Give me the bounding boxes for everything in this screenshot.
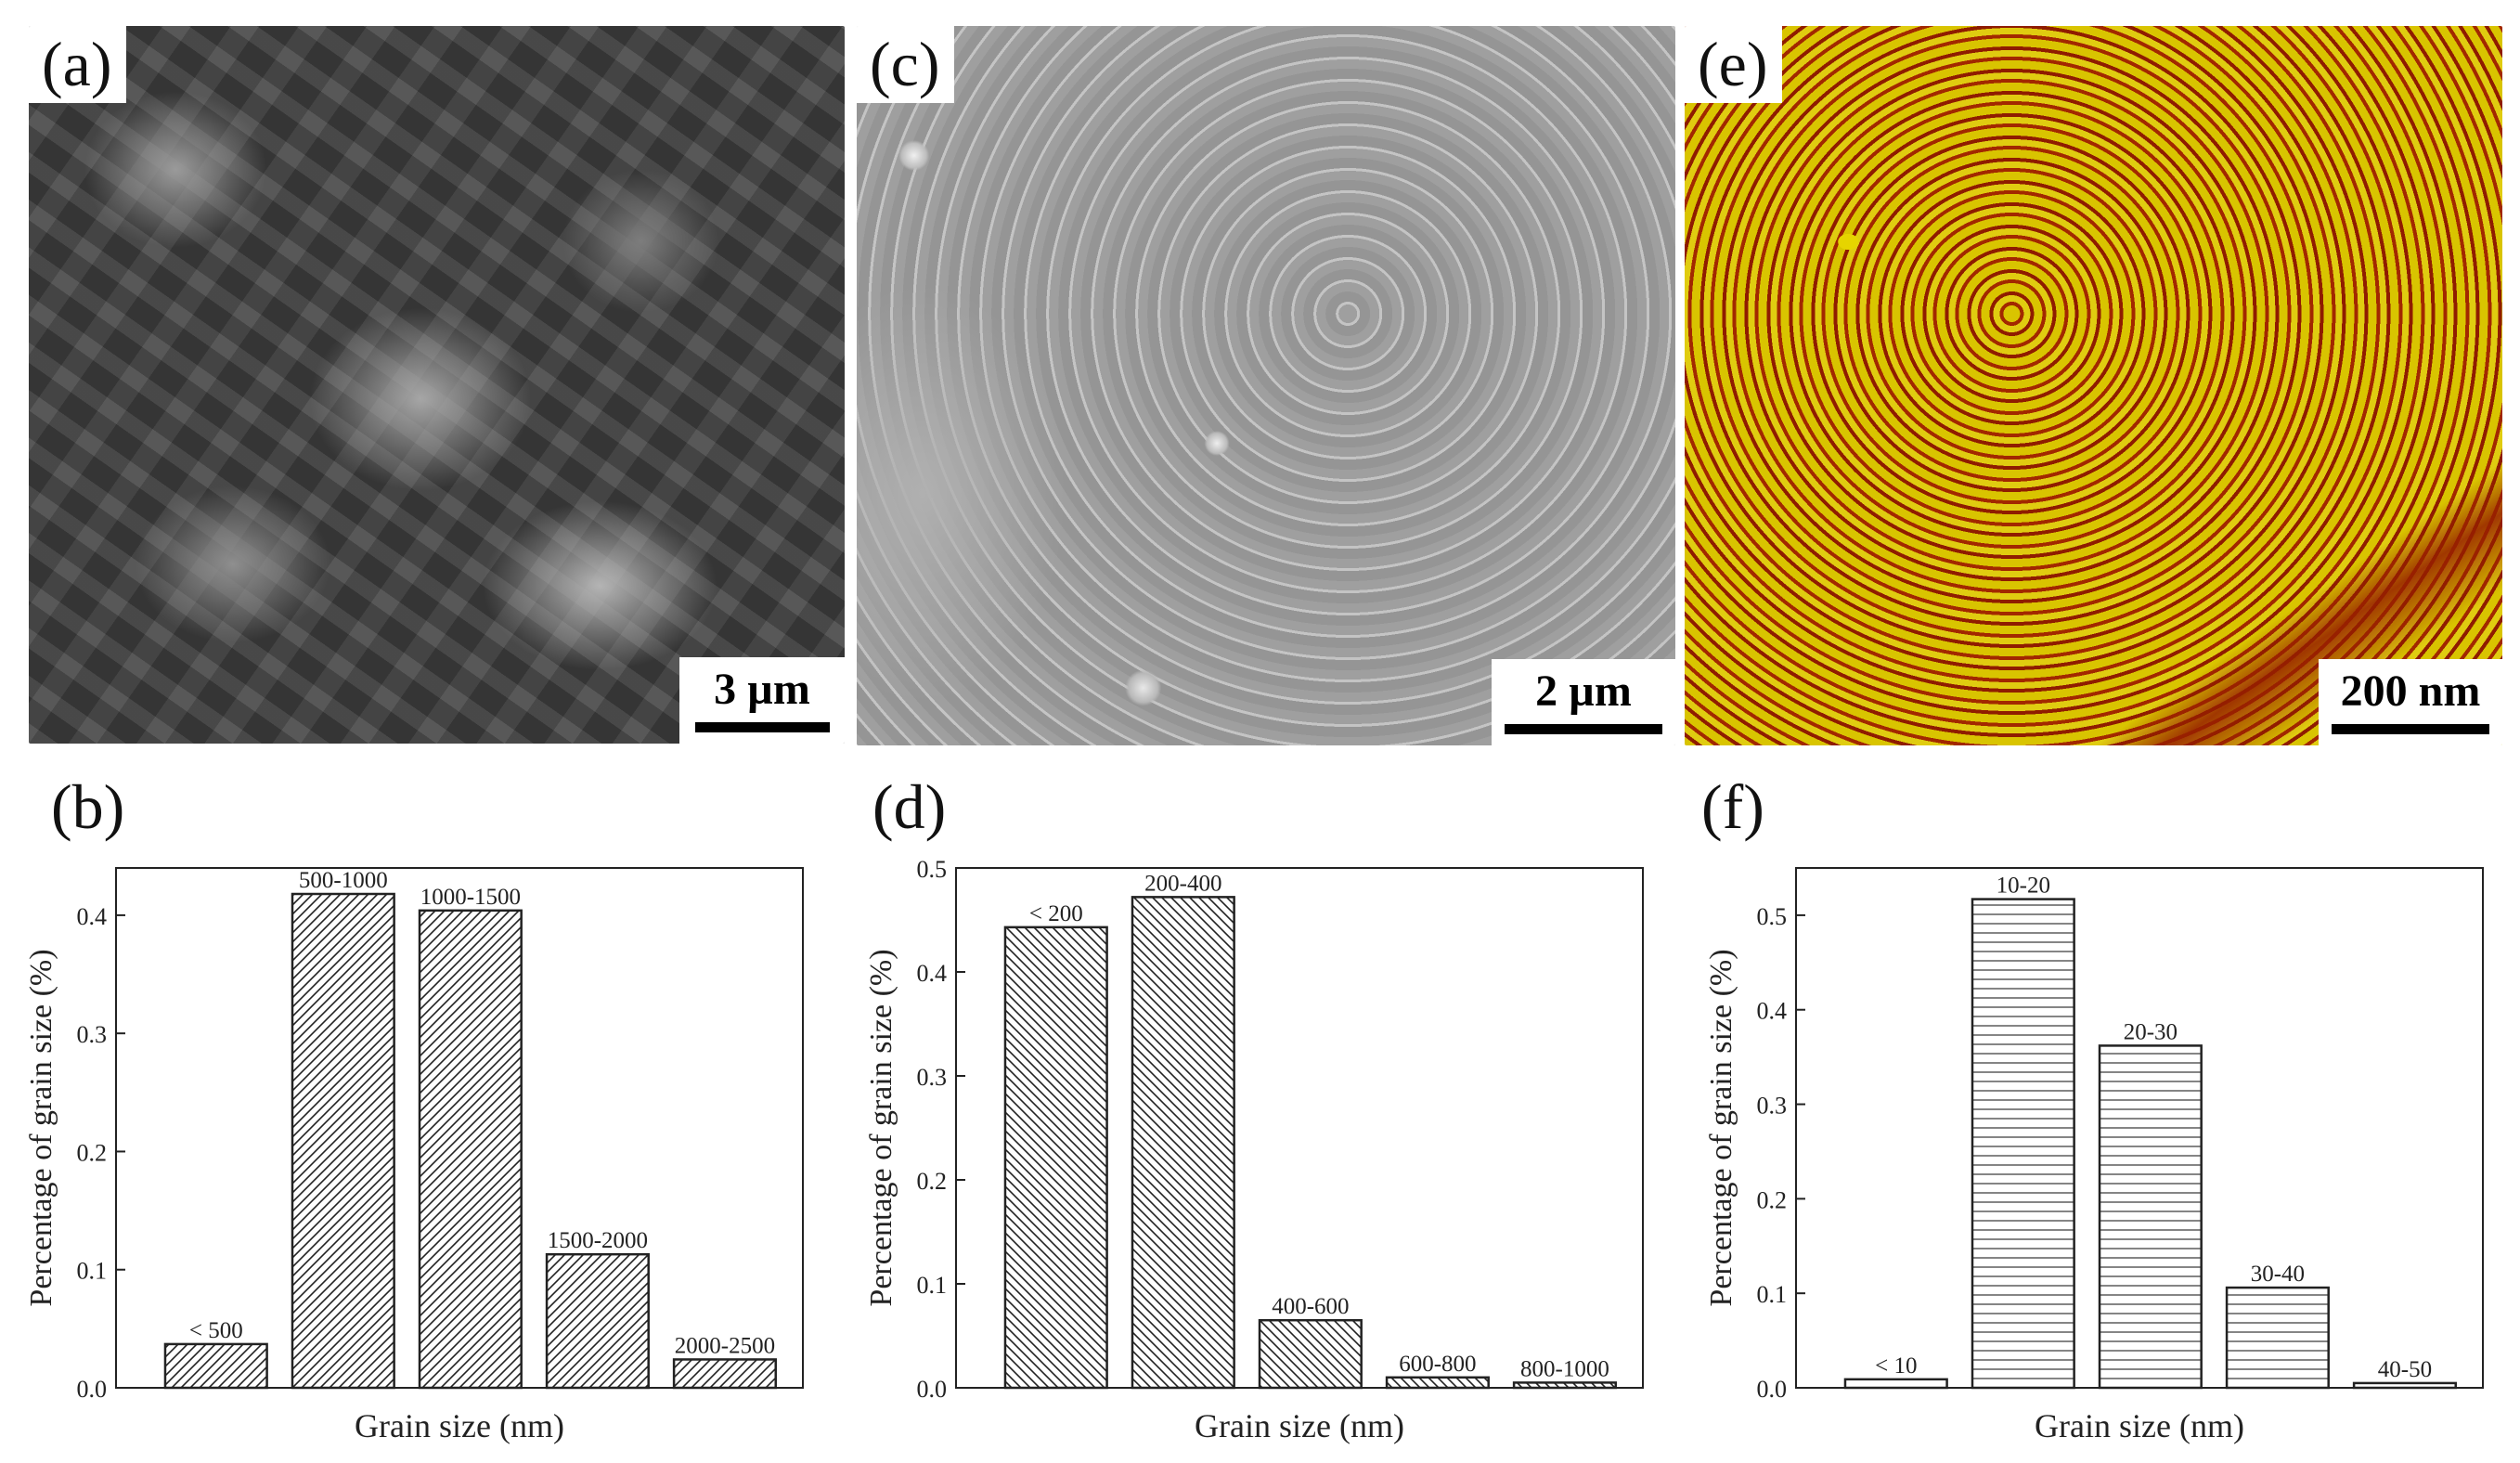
bar — [291, 892, 395, 1390]
bar-label: 200-400 — [1144, 871, 1221, 896]
bar-label: 30-40 — [2251, 1262, 2305, 1287]
y-tick-label: 0.3 — [917, 1064, 948, 1091]
x-axis-label: Grain size (nm) — [2035, 1407, 2244, 1444]
sem-image-a: (a) 3 µm — [29, 26, 845, 744]
bar — [418, 909, 523, 1390]
bar-label: 600-800 — [1399, 1352, 1476, 1377]
y-tick-label: 0.4 — [917, 960, 948, 987]
bar-label: 500-1000 — [299, 868, 388, 893]
bar-label: < 500 — [189, 1318, 243, 1343]
bar — [163, 1342, 268, 1390]
y-tick-label: 0.0 — [77, 1376, 108, 1403]
y-tick-label: 0.1 — [917, 1272, 948, 1299]
x-axis-label: Grain size (nm) — [355, 1407, 564, 1444]
x-axis-label: Grain size (nm) — [1195, 1407, 1404, 1444]
y-tick-label: 0.3 — [77, 1021, 108, 1048]
scale-bar-e: 200 nm — [2319, 658, 2502, 745]
scale-bar-a: 3 µm — [679, 656, 845, 744]
scale-text-c: 2 µm — [1535, 666, 1632, 716]
bar — [2352, 1381, 2457, 1390]
bar — [1971, 898, 2075, 1390]
panel-label-a: (a) — [29, 26, 127, 104]
sem-image-c: (c) 2 µm — [857, 26, 1675, 745]
y-tick-label: 0.4 — [1757, 998, 1788, 1025]
afm-image-e: (e) 200 nm — [1685, 26, 2502, 745]
histogram-d: 0.0 0.1 0.2 0.3 0.4 0.5 < 200 200-400 400-600 600… — [864, 856, 1644, 1444]
scale-text-e: 200 nm — [2340, 666, 2481, 716]
y-tick-label: 0.2 — [1757, 1186, 1788, 1213]
bar — [1003, 926, 1108, 1390]
y-tick-label: 0.1 — [1757, 1281, 1788, 1308]
panel-label-c: (c) — [857, 26, 955, 104]
y-tick-label: 0.2 — [917, 1168, 948, 1195]
y-axis-label: Percentage of grain size (%) — [1704, 949, 1738, 1306]
bar-label: < 200 — [1029, 901, 1083, 926]
bar-label: 800-1000 — [1520, 1356, 1609, 1381]
bar-label: 40-50 — [2378, 1357, 2432, 1382]
y-tick-label: 0.0 — [917, 1376, 948, 1403]
y-tick-label: 0.3 — [1757, 1093, 1788, 1120]
bar-label: 2000-2500 — [675, 1333, 775, 1358]
panel-label-e: (e) — [1685, 26, 1783, 104]
bar — [2225, 1286, 2330, 1390]
bar — [1385, 1376, 1490, 1390]
histogram-f: 0.0 0.1 0.2 0.3 0.4 0.5 < 10 10-20 20-30 30-40 40-… — [1704, 867, 2484, 1444]
bar-label: < 10 — [1875, 1353, 1917, 1379]
y-tick-label: 0.2 — [77, 1139, 108, 1166]
panel-label-d: (d) — [872, 771, 947, 842]
scale-line-c — [1505, 724, 1662, 734]
bar — [1131, 896, 1235, 1390]
panel-label-b: (b) — [51, 771, 125, 842]
bar-label: 1000-1500 — [420, 885, 521, 910]
y-tick-label: 0.5 — [1757, 903, 1788, 930]
bar-label: 10-20 — [1997, 874, 2050, 899]
y-tick-label: 0.1 — [77, 1258, 108, 1285]
bar — [1843, 1378, 1948, 1390]
bar-label: 20-30 — [2124, 1019, 2178, 1044]
bar — [1258, 1318, 1363, 1390]
bar — [2098, 1044, 2203, 1390]
bar-label: 1500-2000 — [548, 1228, 648, 1253]
bar — [672, 1358, 777, 1390]
scale-line-e — [2332, 724, 2489, 734]
y-tick-label: 0.0 — [1757, 1376, 1788, 1403]
bar-label: 400-600 — [1272, 1294, 1349, 1319]
bar — [545, 1252, 650, 1390]
scale-bar-c: 2 µm — [1492, 658, 1675, 745]
panel-label-f: (f) — [1701, 771, 1764, 842]
scale-line-a — [694, 722, 830, 732]
y-tick-label: 0.4 — [77, 903, 108, 930]
y-axis-label: Percentage of grain size (%) — [24, 949, 58, 1306]
y-tick-label: 0.5 — [917, 856, 948, 883]
scale-text-a: 3 µm — [714, 664, 810, 714]
histogram-b: 0.0 0.1 0.2 0.3 0.4 < 500 500-1000 1000-1500 150… — [24, 867, 804, 1444]
bar — [1512, 1381, 1617, 1390]
y-axis-label: Percentage of grain size (%) — [864, 949, 898, 1306]
